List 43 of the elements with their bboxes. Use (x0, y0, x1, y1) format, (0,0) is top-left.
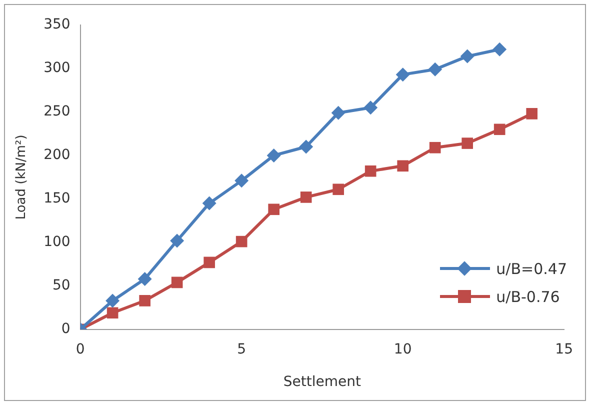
x-tick-label: 10 (394, 341, 412, 358)
point (396, 68, 410, 82)
point (397, 160, 408, 172)
x-tick-label: 5 (237, 341, 246, 358)
y-tick-label: 100 (44, 234, 70, 250)
y-tick-label: 50 (52, 278, 70, 294)
point (428, 62, 442, 76)
point (460, 49, 474, 64)
point (300, 192, 312, 203)
point (526, 108, 538, 120)
point (299, 140, 314, 154)
y-tick-label: 300 (44, 60, 70, 76)
point (331, 106, 346, 120)
point (234, 174, 249, 188)
legend-label: u/B-0.76 (496, 288, 560, 306)
point (494, 124, 506, 136)
point (236, 236, 248, 248)
point (202, 196, 216, 210)
point (364, 100, 378, 115)
point (429, 142, 441, 154)
y-tick-label: 350 (44, 16, 70, 33)
point (266, 148, 281, 162)
point (462, 138, 473, 149)
y-tick-label: 0 (61, 321, 70, 338)
y-tick-label: 150 (44, 190, 70, 207)
x-tick-label: 15 (555, 341, 574, 358)
point (204, 256, 215, 268)
point (492, 42, 507, 56)
point (268, 204, 280, 216)
y-tick-label: 250 (44, 104, 70, 120)
point (364, 165, 376, 177)
y-axis-title: Load (kN/m²) (14, 134, 30, 220)
y-tick-label: 200 (44, 147, 70, 164)
point (171, 276, 183, 288)
x-axis-title: Settlement (283, 374, 362, 390)
point (106, 307, 118, 319)
x-tick-label: 0 (76, 341, 85, 358)
point (138, 272, 152, 286)
point (106, 294, 120, 308)
point (139, 295, 150, 306)
legend-label: u/B=0.47 (496, 260, 567, 278)
point (170, 234, 184, 248)
point (332, 184, 344, 196)
